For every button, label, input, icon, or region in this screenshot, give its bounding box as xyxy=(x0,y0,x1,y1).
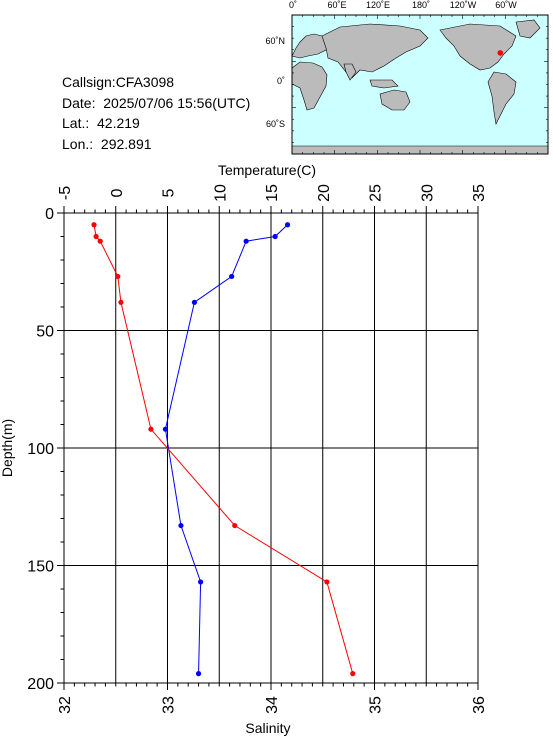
temperature-point xyxy=(284,222,291,228)
temperature-point xyxy=(229,273,235,280)
longitude-text: Lon.: 292.891 xyxy=(62,135,152,152)
map-lon-tick-60w: 60˚W xyxy=(495,0,517,10)
salinity-point xyxy=(93,233,99,240)
temperature-point xyxy=(191,299,198,305)
temperature-tick-label: 10 xyxy=(212,184,229,202)
map-ticks xyxy=(291,14,549,155)
temperature-tick-label: 25 xyxy=(368,184,385,202)
map-lon-tick-60e: 60˚E xyxy=(327,0,346,10)
depth-tick-label: 0 xyxy=(45,206,54,223)
salinity-tick-label: 36 xyxy=(471,696,488,714)
landmass-india xyxy=(343,63,357,81)
salinity-point xyxy=(148,426,154,432)
temperature-tick-label: 5 xyxy=(161,188,178,197)
temperature-point xyxy=(195,671,202,677)
date-text: Date: 2025/07/06 15:56(UTC) xyxy=(62,94,251,111)
temperature-tick-label: 35 xyxy=(471,184,488,202)
station-info: Callsign:CFA3098 Date: 2025/07/06 15:56(… xyxy=(62,72,250,154)
map-lon-tick-0: 0˚ xyxy=(289,0,297,10)
temperature-tick-label: 0 xyxy=(109,188,126,197)
map-lon-tick-120e: 120˚E xyxy=(366,0,390,10)
temperature-tick-label: 30 xyxy=(419,184,436,202)
temperature-point xyxy=(243,238,249,244)
temperature-line xyxy=(164,224,288,674)
salinity-line xyxy=(93,224,354,674)
salinity-tick-label: 34 xyxy=(264,696,281,714)
landmass-north-america xyxy=(439,23,517,71)
map-lat-tick-60n: 60˚N xyxy=(265,36,285,46)
temperature-point xyxy=(272,233,278,240)
landmass-africa xyxy=(291,61,328,111)
map-land xyxy=(291,19,549,155)
salinity-axis-label: Salinity xyxy=(245,720,290,736)
temperature-axis-label: Temperature(C) xyxy=(218,162,316,178)
temperature-tick-label: -5 xyxy=(57,186,74,200)
chart-series xyxy=(91,222,356,677)
temperature-point xyxy=(178,522,184,529)
salinity-tick-label: 32 xyxy=(57,696,74,714)
salinity-point xyxy=(115,273,121,280)
landmass-south-america xyxy=(487,71,517,125)
depth-tick-label: 50 xyxy=(36,324,54,341)
map-lat-tick-60s: 60˚S xyxy=(266,119,285,129)
depth-tick-label: 100 xyxy=(27,441,54,458)
temperature-point xyxy=(162,426,169,432)
landmass-indonesia xyxy=(369,79,399,89)
callsign-text: Callsign:CFA3098 xyxy=(62,74,175,90)
salinity-point xyxy=(91,222,97,228)
chart-grid xyxy=(63,212,479,684)
depth-tick-label: 150 xyxy=(27,559,54,576)
depth-axis-label: Depth(m) xyxy=(0,419,15,477)
depth-tick-label: 200 xyxy=(27,676,54,693)
salinity-point xyxy=(118,299,124,305)
temperature-point xyxy=(198,579,204,585)
salinity-point xyxy=(324,579,330,585)
temperature-tick-label: 15 xyxy=(264,184,281,202)
landmass-greenland xyxy=(515,19,541,39)
map-lat-tick-0: 0˚ xyxy=(277,76,285,86)
salinity-tick-label: 35 xyxy=(368,696,385,714)
landmass-australia xyxy=(379,89,411,111)
salinity-point xyxy=(232,522,238,529)
map-lon-tick-120w: 120˚W xyxy=(450,0,477,10)
temperature-tick-label: 20 xyxy=(316,184,333,202)
map-lon-tick-180: 180˚ xyxy=(412,0,430,10)
salinity-point xyxy=(350,671,356,677)
latitude-text: Lat.: 42.219 xyxy=(62,115,140,131)
salinity-tick-label: 33 xyxy=(161,696,178,714)
station-marker xyxy=(497,50,504,56)
salinity-point xyxy=(97,238,103,244)
